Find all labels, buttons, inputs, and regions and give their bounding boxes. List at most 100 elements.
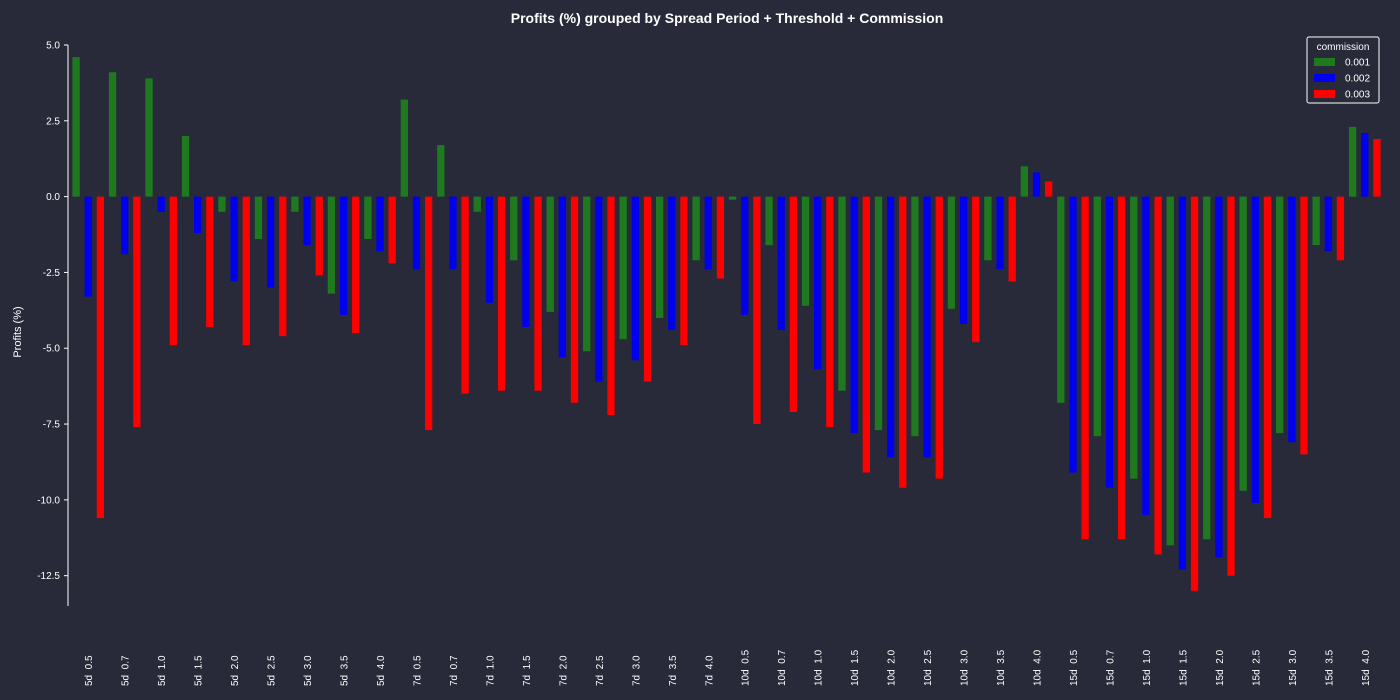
x-tick-label: 15d 2.0	[1215, 649, 1226, 686]
x-tick-label: 15d 0.5	[1069, 649, 1080, 686]
y-tick-label: 5.0	[46, 41, 60, 52]
bar	[497, 196, 506, 391]
bar	[911, 196, 919, 437]
bar	[1008, 196, 1016, 282]
bar	[546, 196, 554, 312]
bar	[583, 196, 591, 352]
y-tick-label: 2.5	[46, 116, 60, 127]
bar	[145, 78, 153, 197]
bar	[899, 196, 907, 488]
bar	[242, 196, 250, 346]
bar	[595, 196, 603, 382]
bar	[388, 196, 396, 264]
bar	[619, 196, 627, 340]
bar	[753, 196, 761, 425]
bar	[1227, 196, 1235, 576]
bar	[1166, 196, 1174, 546]
bar	[1057, 196, 1065, 403]
bar	[449, 196, 457, 270]
bar	[1045, 181, 1053, 197]
x-tick-label: 10d 0.7	[777, 649, 788, 686]
y-tick-label: -2.5	[43, 268, 61, 279]
y-tick-label: -10.0	[37, 495, 60, 506]
x-tick-label: 7d 1.5	[522, 655, 533, 686]
bars	[72, 57, 1381, 591]
x-tick-label: 7d 0.7	[449, 655, 460, 686]
bar	[1093, 196, 1101, 437]
x-tick-label: 7d 4.0	[704, 655, 715, 686]
bar	[108, 72, 117, 197]
bar	[1020, 166, 1029, 197]
x-tick-label: 15d 3.0	[1288, 649, 1299, 686]
bar	[412, 196, 421, 270]
bar	[1178, 196, 1187, 570]
bar	[534, 196, 542, 391]
bar	[279, 196, 287, 337]
bar	[461, 196, 469, 394]
bar	[741, 196, 749, 315]
bar	[400, 99, 408, 197]
bar	[1142, 196, 1150, 516]
bar	[947, 196, 956, 309]
bar	[862, 196, 870, 473]
bar	[680, 196, 688, 346]
bar	[1373, 139, 1381, 197]
x-tick-label: 10d 1.0	[814, 649, 825, 686]
bar	[655, 196, 664, 318]
x-tick-label: 7d 3.0	[631, 655, 642, 686]
bar	[643, 196, 652, 382]
x-tick-label: 5d 0.7	[121, 655, 132, 686]
bar	[1105, 196, 1114, 488]
x-tick-label: 10d 1.5	[850, 649, 861, 686]
bar	[1361, 132, 1369, 197]
bar	[1032, 172, 1041, 197]
x-ticks: 5d 0.5 5d 0.7 5d 1.0 5d 1.5 5d 2.0 5d 2.5 5d 3…	[84, 649, 1372, 686]
legend-entry: 0.002	[1345, 74, 1370, 85]
bar	[1190, 196, 1199, 591]
x-tick-label: 15d 4.0	[1361, 649, 1372, 686]
bar	[1069, 196, 1077, 473]
bar	[522, 196, 530, 328]
bar	[838, 196, 846, 391]
x-tick-label: 15d 2.5	[1251, 649, 1262, 686]
x-tick-label: 5d 3.0	[303, 655, 314, 686]
bar	[181, 135, 190, 197]
bar	[1263, 196, 1272, 519]
x-tick-label: 5d 4.0	[376, 655, 387, 686]
bar	[923, 196, 931, 458]
bar	[668, 196, 676, 331]
bar	[728, 196, 737, 200]
y-ticks: 5.0 2.5 0.0 -2.5 -5.0 -7.5 -10.0 -12.5	[37, 41, 68, 582]
bar	[1154, 196, 1162, 555]
bar	[510, 196, 518, 261]
bar	[814, 196, 822, 370]
x-tick-label: 10d 2.0	[887, 649, 898, 686]
bar	[352, 196, 360, 334]
x-tick-label: 10d 4.0	[1033, 649, 1044, 686]
bar	[194, 196, 202, 234]
bar	[850, 196, 858, 434]
bar	[291, 196, 299, 212]
x-tick-label: 7d 2.0	[558, 655, 569, 686]
bar	[996, 196, 1004, 270]
bar	[886, 196, 895, 458]
x-tick-label: 7d 0.5	[412, 655, 423, 686]
bar	[1251, 196, 1259, 503]
bar	[1117, 196, 1126, 540]
bar	[1336, 196, 1345, 261]
bar	[315, 196, 323, 276]
legend-swatch	[1314, 58, 1335, 66]
bar	[1324, 196, 1332, 252]
bar	[157, 196, 165, 212]
x-tick-label: 7d 1.0	[485, 655, 496, 686]
bar	[169, 196, 177, 346]
x-tick-label: 5d 2.5	[267, 655, 278, 686]
bar	[485, 196, 494, 303]
bar	[1203, 196, 1211, 540]
legend: commission 0.001 0.002 0.003	[1306, 36, 1380, 104]
y-tick-label: -7.5	[43, 420, 61, 431]
bar	[984, 196, 992, 261]
x-tick-label: 15d 0.7	[1105, 649, 1116, 686]
bar	[716, 196, 725, 279]
legend-swatch	[1314, 74, 1335, 82]
